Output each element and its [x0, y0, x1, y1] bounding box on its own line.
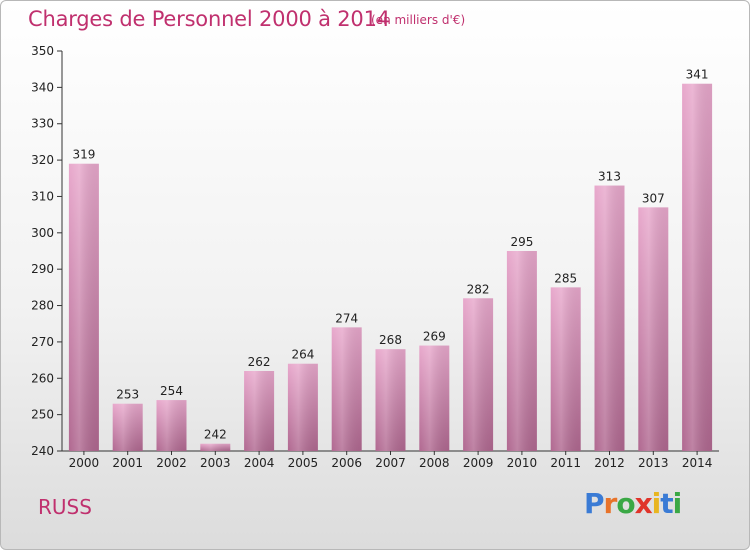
data-label-2005: 264	[291, 348, 314, 362]
logo-letter: o	[616, 487, 635, 520]
logo-letter: i	[651, 487, 662, 520]
x-tick-label-2005: 2005	[288, 456, 319, 470]
bar-shine	[112, 403, 143, 451]
data-label-2008: 269	[423, 330, 446, 344]
y-tick-label: 350	[31, 44, 54, 58]
data-label-2003: 242	[204, 428, 227, 442]
x-tick-label-2014: 2014	[682, 456, 713, 470]
x-tick-label-2002: 2002	[156, 456, 187, 470]
bar-shine	[682, 83, 713, 452]
bar-shine	[200, 443, 231, 451]
data-label-2006: 274	[335, 311, 358, 325]
logo-letter: P	[584, 487, 605, 520]
chart-subtitle: (en milliers d'€)	[371, 13, 466, 27]
x-tick-label-2009: 2009	[463, 456, 494, 470]
y-tick-label: 330	[31, 117, 54, 131]
bar-shine	[419, 345, 450, 451]
data-label-2013: 307	[642, 191, 665, 205]
x-tick-label-2003: 2003	[200, 456, 231, 470]
bar-shine	[244, 371, 275, 451]
bar-shine	[638, 207, 669, 451]
data-label-2001: 253	[116, 388, 139, 402]
x-tick-label-2006: 2006	[331, 456, 362, 470]
x-tick-label-2013: 2013	[638, 456, 669, 470]
bar-shine	[287, 363, 318, 451]
bar-shine	[156, 400, 187, 451]
bar-shine	[375, 349, 406, 451]
y-tick-label: 260	[31, 371, 54, 385]
bar-shine	[331, 327, 362, 451]
y-tick-label: 300	[31, 226, 54, 240]
y-tick-label: 340	[31, 80, 54, 94]
x-tick-label-2007: 2007	[375, 456, 406, 470]
bar-shine	[506, 251, 537, 451]
bar-shine	[68, 163, 99, 451]
bar-shine	[550, 287, 581, 451]
bar-shine	[594, 185, 625, 451]
x-tick-label-2008: 2008	[419, 456, 450, 470]
chart-title: Charges de Personnel 2000 à 2014	[28, 7, 390, 31]
x-tick-label-2010: 2010	[507, 456, 538, 470]
location-name: RUSS	[38, 495, 92, 519]
x-tick-label-2004: 2004	[244, 456, 275, 470]
data-label-2007: 268	[379, 333, 402, 347]
y-tick-label: 280	[31, 299, 54, 313]
logo-letter: r	[603, 487, 618, 520]
y-tick-label: 290	[31, 262, 54, 276]
y-tick-label: 320	[31, 153, 54, 167]
data-label-2002: 254	[160, 384, 183, 398]
data-label-2004: 262	[248, 355, 271, 369]
y-tick-label: 310	[31, 189, 54, 203]
data-label-2009: 282	[467, 282, 490, 296]
x-tick-label-2000: 2000	[69, 456, 100, 470]
bar-shine	[463, 298, 494, 451]
x-tick-label-2001: 2001	[112, 456, 143, 470]
logo-letter: x	[634, 487, 653, 520]
data-label-2010: 295	[510, 235, 533, 249]
x-tick-label-2011: 2011	[550, 456, 581, 470]
logo-letter: t	[660, 487, 673, 520]
y-tick-label: 240	[31, 444, 54, 458]
proxiti-logo: Proxiti	[584, 487, 683, 520]
x-tick-label-2012: 2012	[594, 456, 625, 470]
y-tick-label: 270	[31, 335, 54, 349]
data-label-2000: 319	[72, 148, 95, 162]
logo-letter: i	[672, 487, 683, 520]
y-tick-label: 250	[31, 408, 54, 422]
data-label-2014: 341	[686, 68, 709, 82]
data-label-2011: 285	[554, 271, 577, 285]
data-label-2012: 313	[598, 170, 621, 184]
